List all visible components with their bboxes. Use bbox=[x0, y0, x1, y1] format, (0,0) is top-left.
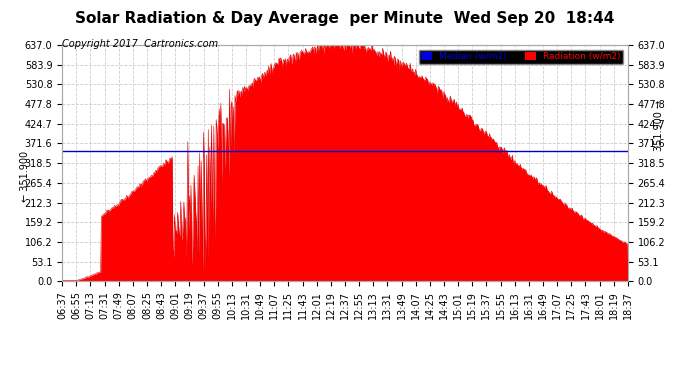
Legend: Median (w/m2), Radiation (w/m2): Median (w/m2), Radiation (w/m2) bbox=[419, 50, 623, 64]
Text: Solar Radiation & Day Average  per Minute  Wed Sep 20  18:44: Solar Radiation & Day Average per Minute… bbox=[75, 11, 615, 26]
Text: Copyright 2017  Cartronics.com: Copyright 2017 Cartronics.com bbox=[62, 39, 218, 50]
Text: ← 351.900: ← 351.900 bbox=[20, 151, 30, 202]
Text: 351.900 →: 351.900 → bbox=[654, 100, 664, 151]
